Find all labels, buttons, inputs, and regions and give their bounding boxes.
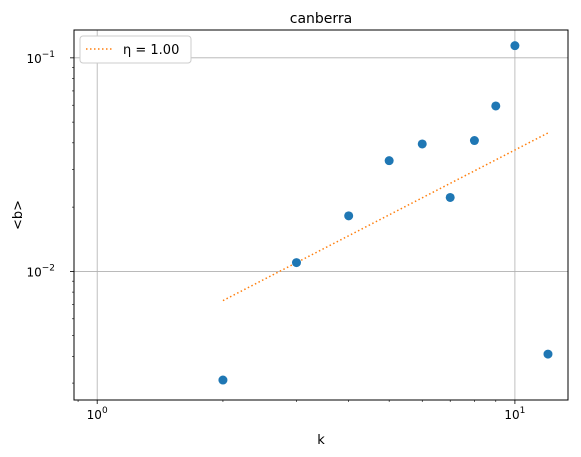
scatter-point xyxy=(291,258,301,268)
scatter-points xyxy=(218,41,553,385)
legend-label: η = 1.00 xyxy=(123,43,179,58)
plot-frame xyxy=(73,29,569,401)
x-axis-label: k xyxy=(317,433,325,448)
scatter-point xyxy=(491,101,501,111)
scatter-point xyxy=(469,136,479,146)
legend-box xyxy=(79,35,192,64)
scatter-point xyxy=(445,192,455,202)
chart-title: canberra xyxy=(290,11,353,27)
scatter-point xyxy=(344,211,354,221)
fit-line-group xyxy=(222,132,549,302)
scatter-point xyxy=(417,139,427,149)
fit-line xyxy=(222,132,549,302)
scatter-point xyxy=(510,41,520,51)
y-axis-label: <b> xyxy=(11,200,26,230)
legend: η = 1.00 xyxy=(79,35,192,64)
scatter-point xyxy=(384,156,394,166)
scatter-point xyxy=(543,349,553,359)
scatter-point xyxy=(218,375,228,385)
